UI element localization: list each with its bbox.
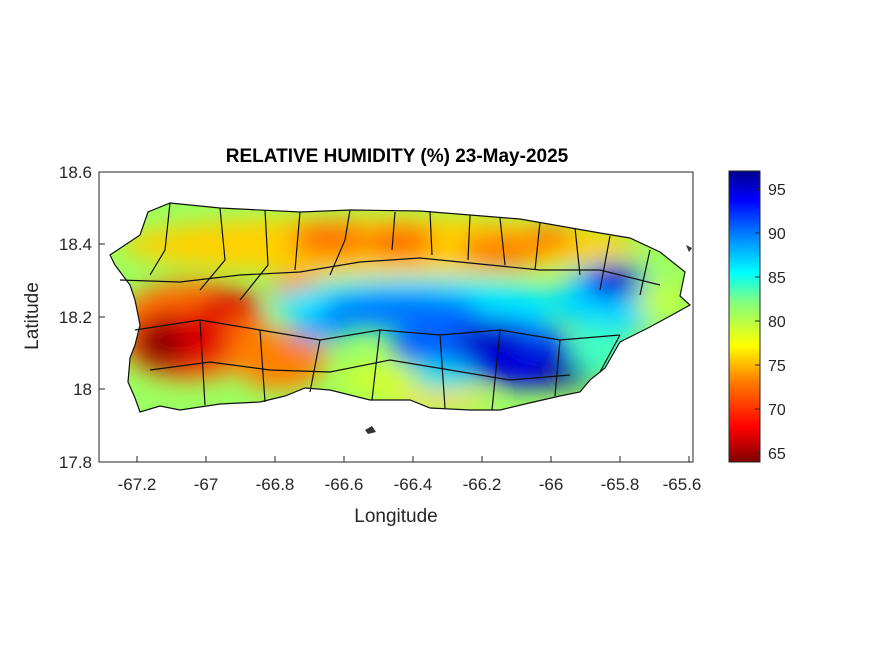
- municipal-borders: [109, 202, 691, 413]
- x-tick-label: -66: [539, 475, 564, 494]
- y-tick-label: 18.6: [59, 163, 92, 182]
- map-title: RELATIVE HUMIDITY (%) 23-May-2025: [226, 146, 569, 167]
- x-tick-label: -66.4: [394, 475, 433, 494]
- y-tick-label: 18: [73, 380, 92, 399]
- x-tick-label: -65.6: [663, 475, 702, 494]
- y-tick-label: 18.4: [59, 235, 92, 254]
- colorbar-tick-label: 70: [768, 402, 786, 419]
- colorbar-tick-label: 65: [768, 446, 786, 463]
- y-axis: 18.6 18.4 18.2 18 17.8: [59, 163, 105, 472]
- x-tick-label: -67: [194, 475, 219, 494]
- x-tick-label: -66.6: [325, 475, 364, 494]
- x-tick-label: -65.8: [601, 475, 640, 494]
- y-axis-label: Latitude: [22, 282, 43, 350]
- x-tick-label: -66.8: [256, 475, 295, 494]
- humidity-field: [110, 203, 690, 412]
- y-tick-label: 18.2: [59, 308, 92, 327]
- colorbar-tick-label: 85: [768, 270, 786, 287]
- eastern-islet: [686, 245, 692, 252]
- x-axis-label: Longitude: [354, 506, 437, 527]
- x-axis: -67.2 -67 -66.8 -66.6 -66.4 -66.2 -66 -6…: [118, 456, 702, 494]
- colorbar-tick-label: 95: [768, 182, 786, 199]
- colorbar-tick-label: 80: [768, 314, 786, 331]
- colorbar-tick-label: 90: [768, 226, 786, 243]
- x-tick-label: -67.2: [118, 475, 157, 494]
- y-tick-label: 17.8: [59, 453, 92, 472]
- colorbar-tick-label: 75: [768, 358, 786, 375]
- caja-de-muertos-islet: [365, 426, 376, 434]
- colorbar-ticks: 95 90 85 80 75 70 65: [755, 182, 786, 463]
- colorbar: [728, 170, 761, 463]
- x-tick-label: -66.2: [463, 475, 502, 494]
